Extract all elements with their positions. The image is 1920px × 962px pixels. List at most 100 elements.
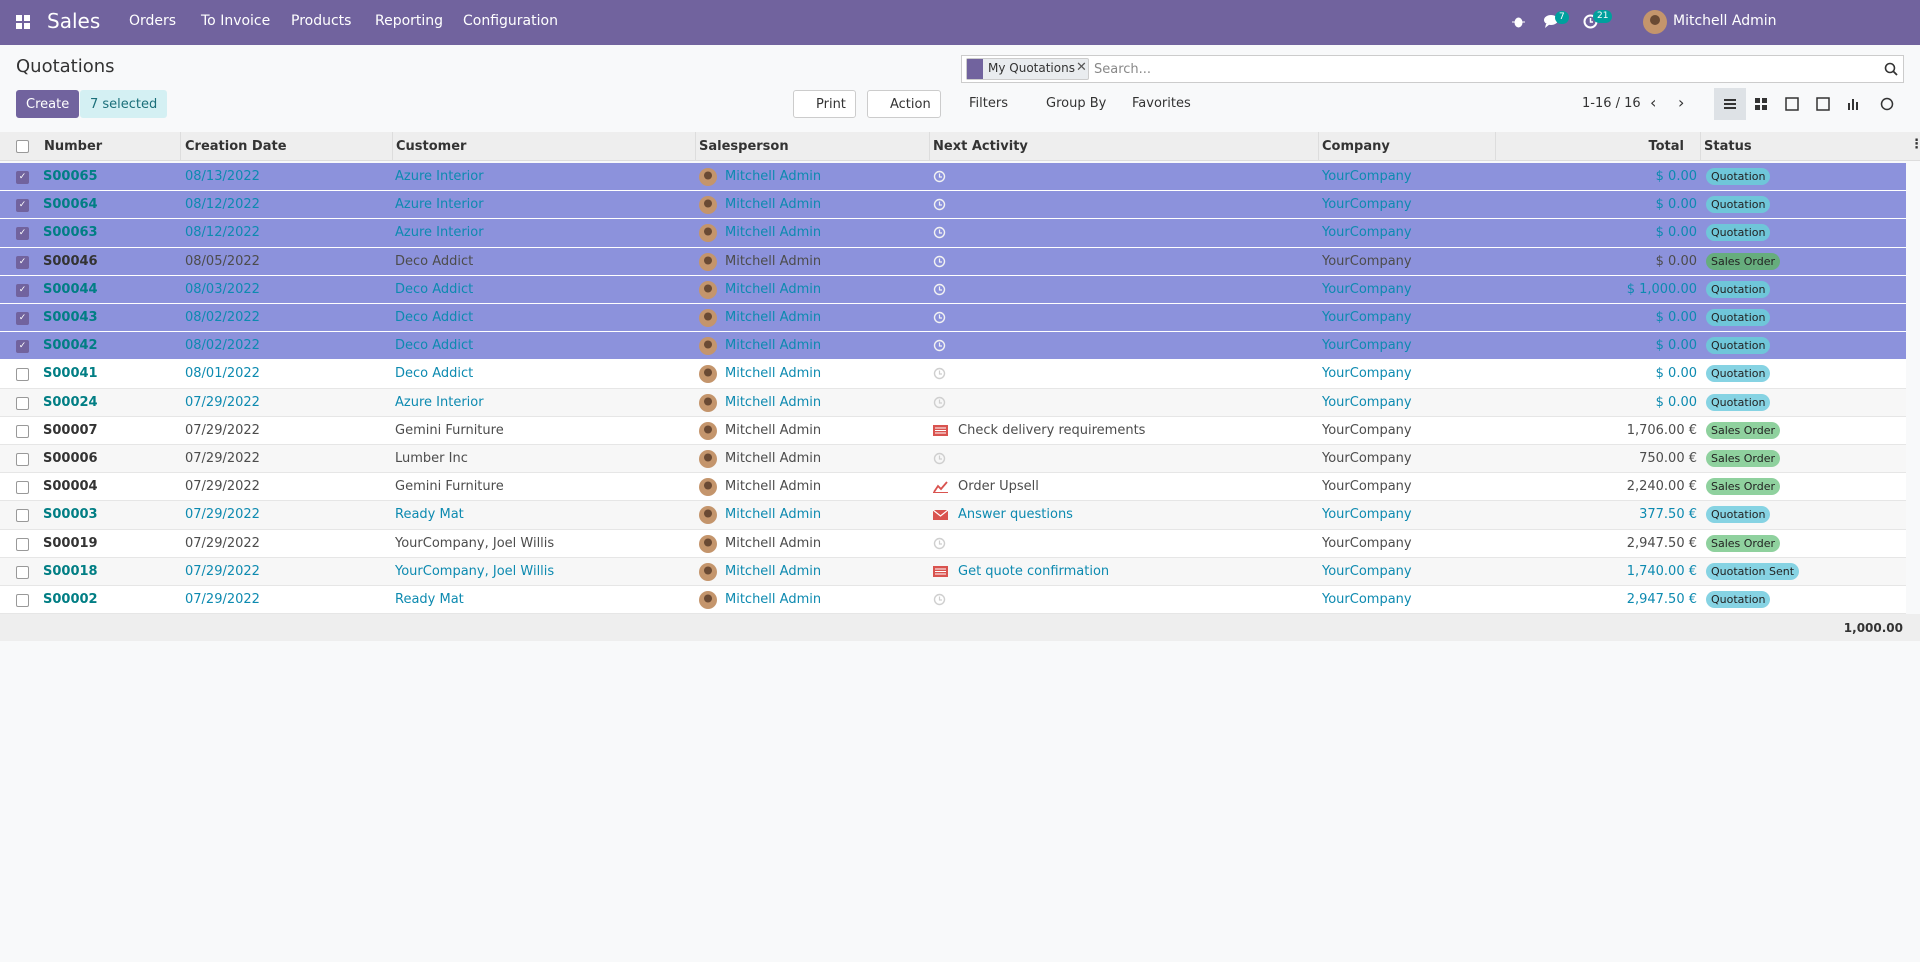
select-all-checkbox[interactable] bbox=[16, 140, 29, 153]
salesperson[interactable]: Mitchell Admin bbox=[725, 394, 822, 410]
activity-icon[interactable] bbox=[933, 311, 948, 324]
table-row[interactable] bbox=[0, 473, 1906, 502]
activity-summary[interactable]: Get quote confirmation bbox=[958, 563, 1110, 579]
user-avatar[interactable] bbox=[1643, 10, 1667, 34]
salesperson[interactable]: Mitchell Admin bbox=[725, 253, 822, 269]
activity-summary[interactable]: Order Upsell bbox=[958, 479, 1039, 495]
activity-icon[interactable] bbox=[933, 367, 948, 380]
activity-icon[interactable] bbox=[933, 339, 948, 352]
salesperson[interactable]: Mitchell Admin bbox=[725, 338, 822, 354]
salesperson[interactable]: Mitchell Admin bbox=[725, 563, 822, 579]
activity-icon[interactable] bbox=[933, 424, 948, 437]
table-row[interactable] bbox=[0, 360, 1906, 389]
salesperson[interactable]: Mitchell Admin bbox=[725, 592, 822, 607]
column-header[interactable]: Total bbox=[1648, 139, 1684, 154]
row-checkbox[interactable] bbox=[16, 594, 29, 607]
activity-icon[interactable] bbox=[933, 198, 948, 211]
table-row[interactable] bbox=[0, 191, 1906, 220]
filters-button[interactable]: Filters bbox=[969, 96, 1008, 111]
activity-icon[interactable] bbox=[933, 283, 948, 296]
table-row[interactable] bbox=[0, 445, 1906, 474]
create-button[interactable]: Create bbox=[16, 90, 80, 118]
menu-item[interactable]: To Invoice bbox=[201, 13, 271, 29]
table-row[interactable] bbox=[0, 586, 1906, 615]
activity-icon[interactable] bbox=[933, 255, 948, 268]
column-header[interactable]: Creation Date bbox=[185, 139, 287, 154]
activity-icon[interactable] bbox=[933, 480, 948, 494]
row-checkbox[interactable] bbox=[16, 537, 29, 551]
row-checkbox[interactable] bbox=[16, 424, 29, 438]
column-header[interactable]: Customer bbox=[396, 139, 467, 154]
favorites-button[interactable]: Favorites bbox=[1132, 96, 1191, 111]
user-name[interactable]: Mitchell Admin bbox=[1673, 13, 1777, 29]
table-row[interactable] bbox=[0, 416, 1906, 445]
print-button[interactable]: Print bbox=[793, 90, 856, 118]
column-header[interactable]: Next Activity bbox=[933, 139, 1028, 154]
column-header[interactable]: Status bbox=[1704, 139, 1752, 154]
row-checkbox[interactable]: ✓ bbox=[16, 171, 29, 184]
table-row[interactable] bbox=[0, 247, 1906, 276]
salesperson[interactable]: Mitchell Admin bbox=[725, 479, 822, 495]
app-name[interactable]: Sales bbox=[47, 9, 101, 33]
activity-icon[interactable] bbox=[933, 508, 948, 521]
activity-summary[interactable]: Answer questions bbox=[958, 507, 1073, 523]
menu-item[interactable]: Configuration bbox=[463, 13, 558, 29]
table-row[interactable] bbox=[0, 557, 1906, 586]
activity-icon[interactable] bbox=[933, 537, 948, 550]
pager-next[interactable]: › bbox=[1678, 93, 1685, 112]
row-checkbox[interactable]: ✓ bbox=[16, 255, 29, 269]
salesperson[interactable]: Mitchell Admin bbox=[725, 225, 822, 241]
row-checkbox[interactable] bbox=[16, 396, 29, 410]
salesperson[interactable]: Mitchell Admin bbox=[725, 507, 822, 523]
salesperson[interactable]: Mitchell Admin bbox=[725, 366, 822, 382]
messages-icon[interactable] bbox=[1543, 14, 1559, 28]
menu-item[interactable]: Orders bbox=[129, 13, 177, 29]
menu-item[interactable]: Products bbox=[291, 13, 352, 29]
salesperson[interactable]: Mitchell Admin bbox=[725, 451, 822, 466]
activity-icon[interactable] bbox=[933, 565, 948, 578]
activity-icon[interactable] bbox=[933, 170, 948, 183]
search-icon[interactable] bbox=[1884, 62, 1898, 76]
row-checkbox[interactable]: ✓ bbox=[16, 227, 29, 241]
salesperson[interactable]: Mitchell Admin bbox=[725, 310, 822, 325]
row-checkbox[interactable] bbox=[16, 481, 29, 495]
facet-remove[interactable]: ✕ bbox=[1076, 60, 1087, 75]
row-checkbox[interactable]: ✓ bbox=[16, 283, 29, 297]
row-checkbox[interactable]: ✓ bbox=[16, 199, 29, 213]
activity-icon[interactable] bbox=[933, 452, 948, 465]
row-checkbox[interactable] bbox=[16, 368, 29, 382]
salesperson[interactable]: Mitchell Admin bbox=[725, 281, 822, 297]
table-row[interactable] bbox=[0, 163, 1906, 192]
search-placeholder[interactable]: Search... bbox=[1094, 62, 1152, 77]
salesperson[interactable]: Mitchell Admin bbox=[725, 169, 822, 184]
row-checkbox[interactable] bbox=[16, 453, 29, 466]
table-row[interactable] bbox=[0, 304, 1906, 333]
column-header[interactable]: Company bbox=[1322, 139, 1390, 154]
column-header[interactable]: Number bbox=[44, 139, 103, 154]
row-checkbox[interactable]: ✓ bbox=[16, 312, 29, 325]
column-options[interactable]: ⋮ bbox=[1910, 137, 1920, 152]
view-switcher[interactable] bbox=[1722, 97, 1902, 111]
menu-item[interactable]: Reporting bbox=[375, 13, 444, 29]
salesperson[interactable]: Mitchell Admin bbox=[725, 422, 822, 438]
activity-icon[interactable] bbox=[933, 593, 948, 606]
debug-icon[interactable] bbox=[1512, 15, 1525, 28]
activity-summary[interactable]: Check delivery requirements bbox=[958, 422, 1146, 438]
salesperson[interactable]: Mitchell Admin bbox=[725, 535, 822, 551]
table-row[interactable] bbox=[0, 275, 1906, 304]
table-row[interactable] bbox=[0, 501, 1906, 530]
activity-icon[interactable] bbox=[933, 396, 948, 409]
table-row[interactable] bbox=[0, 332, 1906, 361]
table-row[interactable] bbox=[0, 529, 1906, 558]
pager-previous[interactable]: ‹ bbox=[1650, 93, 1657, 112]
table-row[interactable] bbox=[0, 388, 1906, 417]
table-row[interactable] bbox=[0, 219, 1906, 248]
row-checkbox[interactable] bbox=[16, 565, 29, 579]
row-checkbox[interactable] bbox=[16, 509, 29, 523]
activity-icon[interactable] bbox=[933, 226, 948, 239]
row-checkbox[interactable]: ✓ bbox=[16, 340, 29, 354]
column-header[interactable]: Salesperson bbox=[699, 139, 789, 154]
action-button[interactable]: Action bbox=[867, 90, 941, 118]
search-box[interactable] bbox=[961, 55, 1904, 83]
group-by-button[interactable]: Group By bbox=[1046, 96, 1107, 111]
